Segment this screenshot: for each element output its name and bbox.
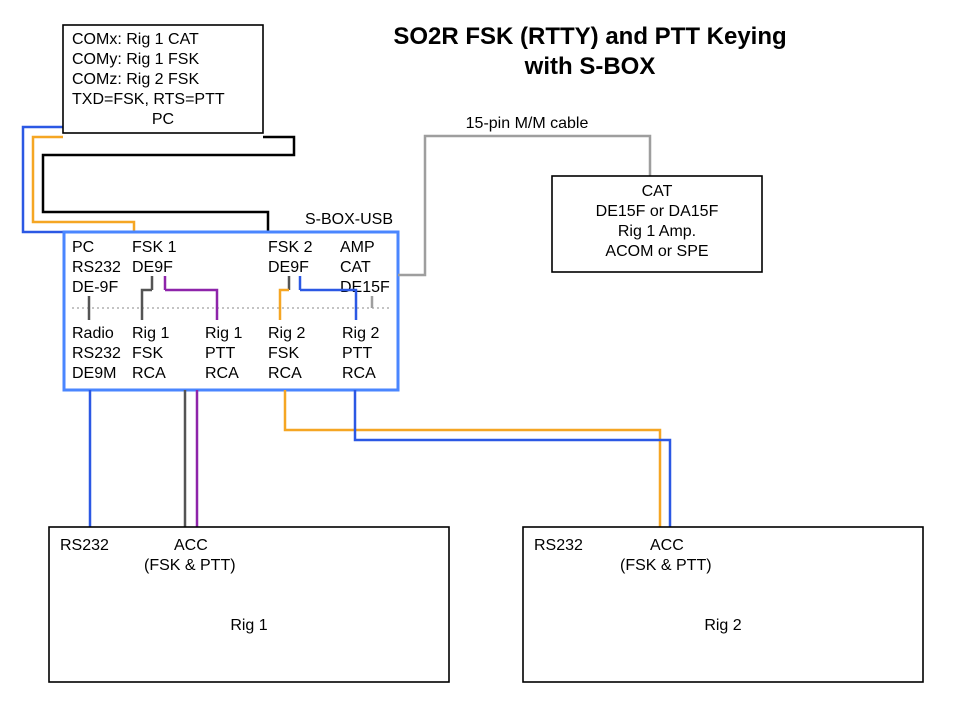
sbox-fsk1-1: DE9F [132, 259, 173, 276]
sbox-r1p-0: Rig 1 [205, 325, 242, 342]
rig1-box [49, 527, 449, 682]
rig2-label: Rig 2 [704, 617, 741, 634]
cat-1: DE15F or DA15F [596, 203, 719, 220]
pc-line-2: COMz: Rig 2 FSK [72, 71, 199, 88]
sbox-r2p-2: RCA [342, 365, 376, 382]
wire-r2ptt-rig2-acc [355, 390, 670, 527]
rig2-rs232: RS232 [534, 537, 583, 554]
cat-2: Rig 1 Amp. [618, 223, 696, 240]
pc-line-0: COMx: Rig 1 CAT [72, 31, 199, 48]
cat-0: CAT [642, 183, 673, 200]
wire-pc-fsk1 [33, 137, 134, 232]
cat-3: ACOM or SPE [605, 243, 708, 260]
sbox-fsk1-0: FSK 1 [132, 239, 177, 256]
sbox-pc-1: RS232 [72, 259, 121, 276]
rig1-acc: ACC [174, 537, 208, 554]
wire-r2fsk-rig2-acc [285, 390, 660, 527]
rig2-accsub: (FSK & PTT) [620, 557, 712, 574]
sbox-r2f-2: RCA [268, 365, 302, 382]
sbox-r1f-2: RCA [132, 365, 166, 382]
sbox-title: S-BOX-USB [305, 211, 393, 228]
sbox-r2f-0: Rig 2 [268, 325, 305, 342]
title-line-2: with S-BOX [524, 53, 656, 80]
sbox-fsk2-0: FSK 2 [268, 239, 313, 256]
rig1-accsub: (FSK & PTT) [144, 557, 236, 574]
rig1-label: Rig 1 [230, 617, 267, 634]
sbox-r1p-2: RCA [205, 365, 239, 382]
sbox-r1f-1: FSK [132, 345, 163, 362]
sbox-r2p-0: Rig 2 [342, 325, 379, 342]
sbox-r2f-1: FSK [268, 345, 299, 362]
sbox-amp-0: AMP [340, 239, 375, 256]
sbox-r1f-0: Rig 1 [132, 325, 169, 342]
sbox-amp-2: DE15F [340, 279, 390, 296]
rig2-acc: ACC [650, 537, 684, 554]
cable-label: 15-pin M/M cable [466, 115, 589, 132]
sbox-pc-2: DE-9F [72, 279, 118, 296]
sbox-radio-2: DE9M [72, 365, 116, 382]
rig1-rs232: RS232 [60, 537, 109, 554]
wire-pc-fsk2 [43, 137, 294, 232]
sbox-r2p-1: PTT [342, 345, 372, 362]
pc-line-3: TXD=FSK, RTS=PTT [72, 91, 225, 108]
wiring-diagram: SO2R FSK (RTTY) and PTT Keying with S-BO… [0, 0, 960, 720]
sbox-radio-1: RS232 [72, 345, 121, 362]
rig2-box [523, 527, 923, 682]
title-line-1: SO2R FSK (RTTY) and PTT Keying [393, 23, 786, 50]
sbox-r1p-1: PTT [205, 345, 235, 362]
sbox-amp-1: CAT [340, 259, 371, 276]
pc-line-1: COMy: Rig 1 FSK [72, 51, 199, 68]
pc-line-4: PC [152, 111, 174, 128]
sbox-fsk2-1: DE9F [268, 259, 309, 276]
sbox-pc-0: PC [72, 239, 94, 256]
sbox-radio-0: Radio [72, 325, 114, 342]
